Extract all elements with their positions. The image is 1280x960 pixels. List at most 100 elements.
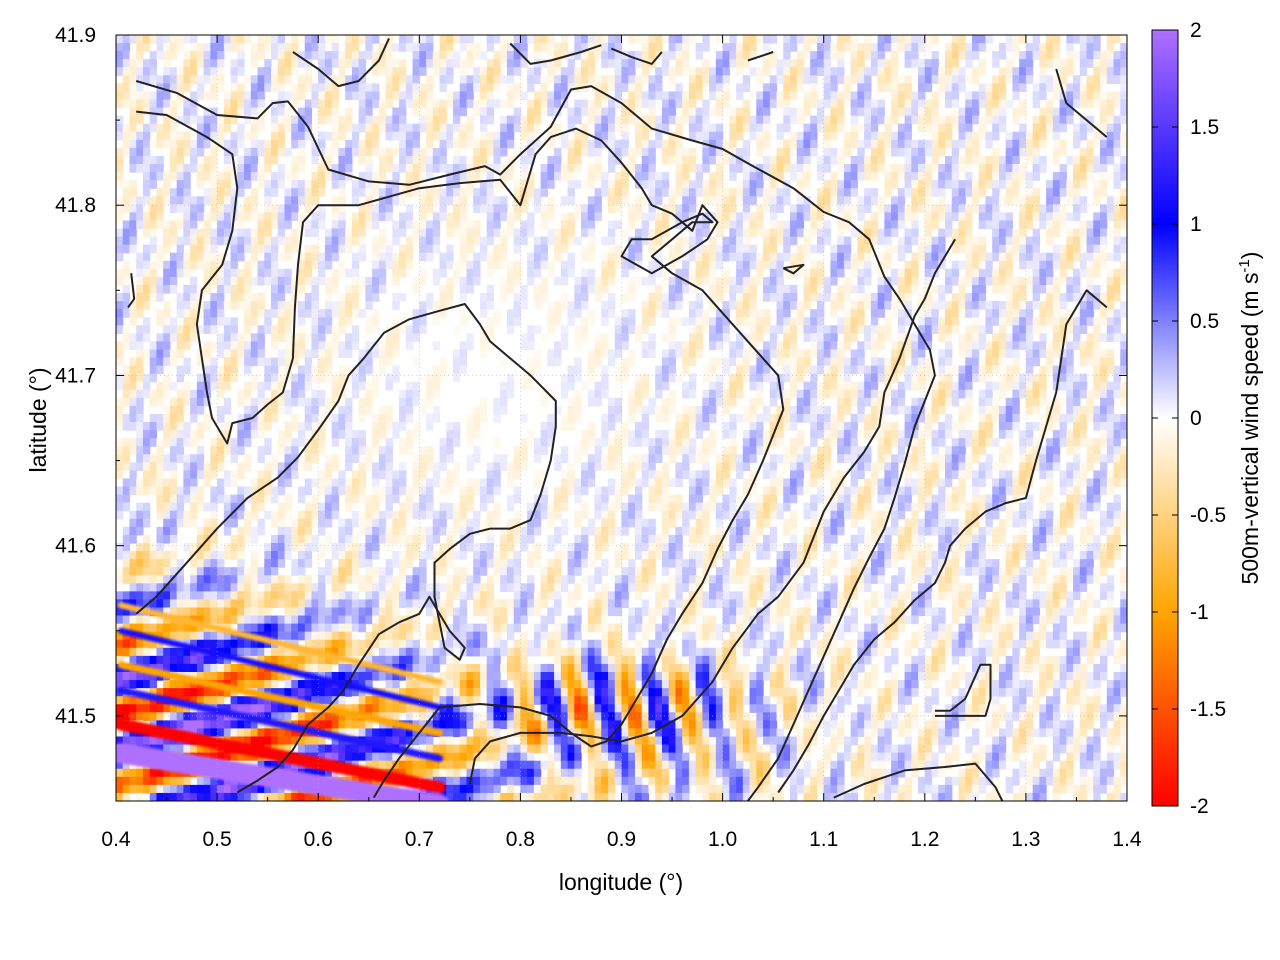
heatmap-cell — [567, 696, 575, 705]
heatmap-cell — [412, 59, 420, 68]
heatmap-cell — [527, 172, 535, 181]
heatmap-cell — [412, 575, 420, 584]
heatmap-cell — [284, 760, 292, 770]
heatmap-cell — [230, 615, 238, 625]
heatmap-cell — [385, 43, 393, 52]
heatmap-cell — [163, 663, 171, 673]
heatmap-cell — [264, 784, 272, 794]
heatmap-cell — [453, 91, 461, 101]
heatmap-cell — [554, 696, 562, 705]
heatmap-cell — [567, 252, 575, 262]
heatmap-cell — [513, 760, 521, 770]
heatmap-cell — [500, 712, 508, 721]
heatmap-cell — [405, 502, 414, 512]
heatmap-cell — [237, 180, 245, 189]
heatmap-cell — [163, 615, 171, 625]
heatmap-cell — [540, 583, 548, 592]
heatmap-cell — [284, 365, 292, 375]
heatmap-cell — [324, 293, 333, 302]
heatmap-cell — [122, 680, 131, 689]
heatmap-cell — [163, 599, 171, 609]
heatmap-cell — [506, 228, 515, 238]
heatmap-cell — [304, 623, 313, 633]
heatmap-cell — [324, 663, 333, 673]
heatmap-cell — [486, 704, 495, 713]
heatmap-cell — [345, 244, 353, 254]
heatmap-cell — [122, 341, 131, 351]
heatmap-cell — [264, 276, 272, 286]
heatmap-cell — [345, 228, 353, 238]
heatmap-cell — [203, 349, 211, 359]
heatmap-cell — [311, 696, 319, 705]
heatmap-cell — [163, 172, 171, 181]
heatmap-cell — [493, 413, 501, 423]
heatmap-cell — [473, 413, 481, 423]
heatmap-cell — [338, 365, 346, 375]
heatmap-cell — [540, 470, 548, 480]
heatmap-cell — [392, 430, 400, 439]
heatmap-cell — [291, 397, 299, 407]
heatmap-cell — [479, 752, 488, 762]
heatmap-cell — [264, 373, 272, 383]
heatmap-cell — [520, 446, 528, 455]
heatmap-cell — [365, 397, 373, 407]
heatmap-cell — [136, 639, 144, 649]
heatmap-cell — [176, 220, 184, 230]
heatmap-cell — [297, 333, 306, 342]
heatmap-cell — [318, 276, 326, 286]
heatmap-cell — [142, 91, 151, 101]
heatmap-cell — [486, 551, 495, 560]
heatmap-cell — [446, 744, 454, 754]
heatmap-cell — [277, 204, 286, 213]
heatmap-cell — [378, 99, 387, 109]
heatmap-cell — [156, 768, 164, 778]
heatmap-cell — [324, 276, 333, 286]
heatmap-cell — [446, 542, 454, 552]
heatmap-cell — [244, 317, 252, 326]
heatmap-cell — [156, 196, 164, 205]
heatmap-cell — [291, 744, 299, 754]
heatmap-cell — [271, 559, 279, 568]
heatmap-cell — [223, 470, 232, 480]
heatmap-cell — [345, 43, 353, 52]
heatmap-cell — [506, 647, 515, 657]
heatmap-cell — [486, 728, 495, 738]
heatmap-cell — [129, 91, 137, 101]
heatmap-cell — [446, 438, 454, 447]
heatmap-cell — [284, 284, 292, 294]
heatmap-cell — [304, 83, 313, 93]
heatmap-cell — [345, 752, 353, 762]
heatmap-cell — [277, 373, 286, 383]
heatmap-cell — [513, 123, 521, 133]
heatmap-cell — [385, 470, 393, 480]
heatmap-cell — [392, 107, 400, 117]
heatmap-cell — [479, 341, 488, 351]
heatmap-cell — [190, 244, 198, 254]
heatmap-cell — [291, 688, 299, 697]
heatmap-cell — [372, 462, 380, 472]
heatmap-cell — [486, 99, 495, 109]
heatmap-cell — [567, 663, 575, 673]
heatmap-cell — [473, 51, 481, 60]
heatmap-cell — [304, 510, 313, 520]
heatmap-cell — [486, 131, 495, 141]
heatmap-cell — [419, 760, 427, 770]
heatmap-cell — [176, 180, 184, 189]
heatmap-cell — [304, 357, 313, 367]
heatmap-cell — [190, 792, 198, 801]
heatmap-cell — [203, 301, 211, 310]
heatmap-cell — [318, 99, 326, 109]
heatmap-cell — [156, 35, 164, 44]
heatmap-cell — [520, 284, 528, 294]
heatmap-cell — [351, 139, 360, 149]
heatmap-cell — [459, 752, 468, 762]
heatmap-cell — [439, 744, 447, 754]
heatmap-cell — [257, 35, 265, 44]
heatmap-cell — [163, 583, 171, 592]
heatmap-cell — [122, 309, 131, 318]
heatmap-cell — [183, 172, 191, 181]
heatmap-cell — [439, 720, 447, 730]
heatmap-cell — [533, 365, 542, 375]
heatmap-cell — [149, 704, 158, 713]
heatmap-cell — [116, 83, 124, 93]
